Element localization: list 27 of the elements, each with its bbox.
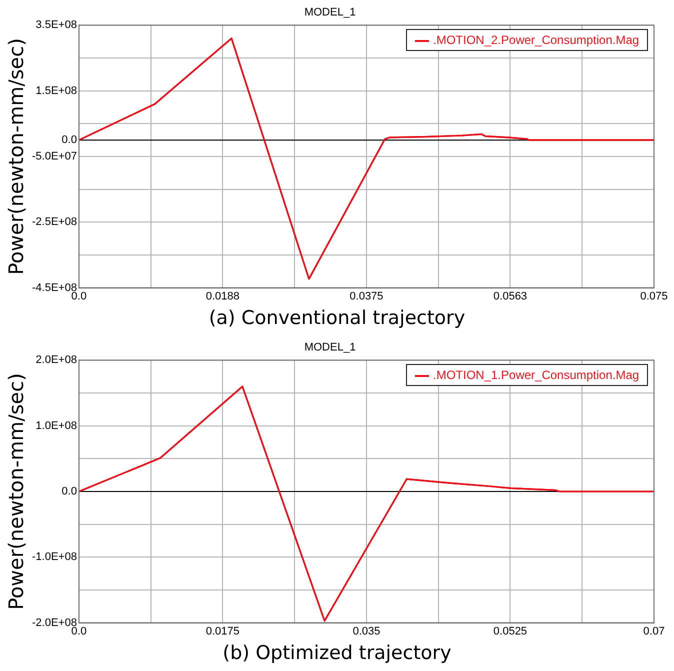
y-tick-label: -1.0E+08 bbox=[32, 551, 77, 564]
x-tick-label: 0.0 bbox=[71, 625, 87, 638]
text: (b) Optimized trajectory bbox=[222, 641, 452, 666]
text: (a) Conventional trajectory bbox=[208, 306, 466, 331]
x-tick-label: 0.0175 bbox=[206, 625, 240, 638]
x-tick-label: 0.075 bbox=[640, 290, 668, 302]
legend-label: .MOTION_1.Power_Consumption.Mag bbox=[433, 368, 640, 382]
x-tick-label: 0.0563 bbox=[493, 290, 528, 302]
y-axis-title: Power(newton-mm/sec) bbox=[4, 38, 28, 275]
y-tick-label: 2.0E+08 bbox=[36, 354, 77, 366]
y-tick-label: 3.5E+08 bbox=[36, 19, 77, 32]
x-tick-label: 0.0525 bbox=[493, 625, 528, 638]
y-tick-label: 0.0 bbox=[62, 134, 77, 146]
legend-label: .MOTION_2.Power_Consumption.Mag bbox=[433, 33, 640, 48]
y-tick-label: 1.0E+08 bbox=[36, 420, 77, 432]
x-tick-label: 0.07 bbox=[643, 625, 665, 638]
y-tick-label: -2.5E+08 bbox=[32, 216, 77, 228]
y-tick-label: 0.0 bbox=[62, 486, 77, 498]
chart-title: MODEL_1 bbox=[304, 6, 356, 19]
y-tick-label: -5.0E+07 bbox=[32, 150, 77, 163]
y-tick-label: 1.5E+08 bbox=[36, 84, 77, 97]
x-tick-label: 0.0188 bbox=[206, 290, 240, 302]
x-tick-label: 0.035 bbox=[352, 625, 380, 638]
chart-title: MODEL_1 bbox=[304, 342, 356, 354]
x-tick-label: 0.0375 bbox=[350, 290, 384, 302]
y-axis-title: Power(newton-mm/sec) bbox=[4, 373, 28, 610]
x-tick-label: 0.0 bbox=[71, 290, 87, 302]
